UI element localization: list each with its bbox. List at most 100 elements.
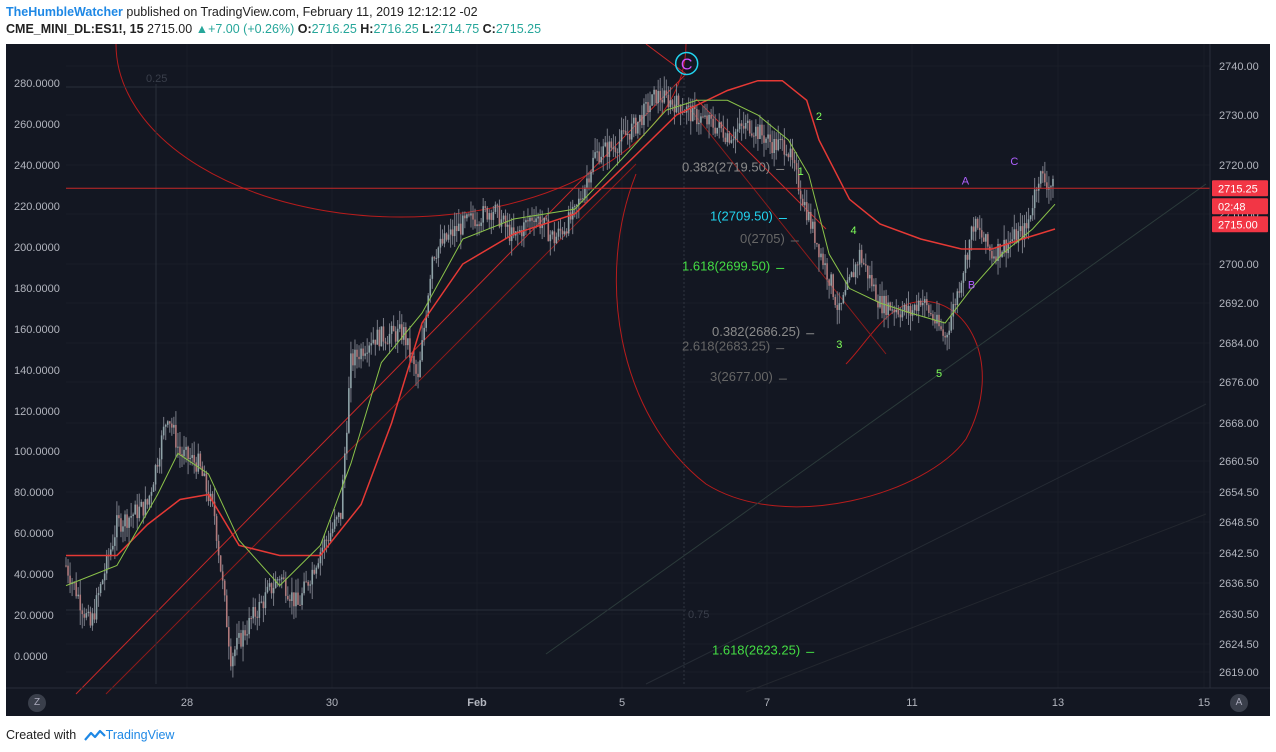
time-axis[interactable]: 28 30 Feb 5 7 11 13 15	[181, 697, 1210, 709]
candle	[616, 148, 619, 166]
left-axis-tick: 80.0000	[14, 487, 54, 499]
fib-level-label: 1.618(2623.25)	[712, 642, 800, 657]
footer: Created with TradingView	[0, 718, 1276, 752]
candle	[307, 580, 309, 591]
symbol-info: CME_MINI_DL:ES1!, 15 2715.00 ▲+7.00 (+0.…	[6, 22, 541, 36]
right-axis-tick: 2619.00	[1219, 667, 1259, 679]
auto-scale-button[interactable]: A	[1230, 694, 1248, 712]
zoom-button[interactable]: Z	[28, 694, 46, 712]
fan-line-1[interactable]	[545, 183, 1207, 655]
candle	[810, 203, 812, 234]
drawings: 0.25 0.75	[66, 44, 1207, 695]
fib-level-label: 0.382(2686.25)	[712, 324, 800, 339]
time-axis-tick: 15	[1198, 697, 1210, 709]
candle	[561, 226, 564, 240]
candle	[1027, 207, 1030, 240]
current-price-tag: 2715.25	[1212, 180, 1268, 197]
candle	[706, 103, 708, 129]
candle	[850, 271, 853, 278]
time-axis-tick: 13	[1052, 697, 1064, 709]
candle	[742, 111, 745, 134]
price-chart[interactable]: 0.25 0.75 0.382(2719.50) 1(2709.50) 0(2705…	[6, 44, 1270, 716]
candle	[602, 138, 605, 172]
candle	[472, 205, 474, 230]
chart-background	[6, 44, 1270, 716]
chart-frame[interactable]: 0.25 0.75 0.382(2719.50) 1(2709.50) 0(2705…	[6, 44, 1270, 716]
candle	[926, 292, 928, 311]
candle	[799, 180, 802, 211]
secondary-price-tag: 2715.00	[1212, 216, 1268, 233]
candle	[844, 280, 847, 297]
wave-label: 5	[936, 368, 942, 380]
candle	[915, 294, 918, 317]
candle	[869, 265, 871, 289]
candle	[936, 300, 938, 332]
candle	[378, 326, 381, 351]
candle	[81, 603, 84, 629]
candle	[897, 305, 900, 318]
wave-label: B	[968, 279, 975, 291]
trendline-a[interactable]	[75, 73, 687, 695]
wave-label: C	[681, 56, 693, 73]
candle	[370, 332, 373, 355]
candle	[942, 321, 944, 342]
fan-line-3[interactable]	[745, 513, 1207, 693]
candle	[362, 341, 364, 362]
left-axis-tick: 20.0000	[14, 610, 54, 622]
candle	[65, 557, 67, 568]
candle	[136, 493, 139, 529]
moving-average-red	[66, 79, 1056, 557]
candle	[923, 296, 926, 318]
candle	[207, 480, 210, 506]
candle	[744, 114, 747, 140]
candle	[769, 123, 771, 154]
trendline-c[interactable]	[645, 44, 687, 75]
candle	[215, 513, 218, 549]
candle	[1029, 215, 1032, 222]
tradingview-link[interactable]: TradingView	[105, 728, 175, 742]
candle	[274, 571, 277, 589]
candle	[246, 620, 248, 645]
candle	[484, 200, 487, 213]
left-axis-tick: 160.0000	[14, 324, 60, 336]
candle	[258, 593, 261, 626]
price-tags: 2715.25 02:48 2715.00	[1212, 180, 1268, 233]
fan-line-2[interactable]	[645, 403, 1207, 685]
candle	[413, 347, 415, 377]
candle	[755, 119, 757, 144]
trendline-e[interactable]	[685, 103, 887, 355]
fib-circle[interactable]	[615, 173, 983, 508]
left-axis-tick: 240.0000	[14, 160, 60, 172]
candle	[909, 303, 912, 331]
candle	[225, 589, 228, 628]
candle	[85, 608, 88, 621]
fan-label-025: 0.25	[146, 73, 167, 85]
candle	[183, 435, 185, 465]
candle	[767, 119, 769, 148]
candle	[948, 321, 950, 350]
candle	[710, 108, 712, 127]
candle	[726, 118, 729, 147]
candle	[280, 574, 283, 589]
created-with-text: Created with	[6, 728, 77, 742]
left-price-axis[interactable]: 280.0000 260.0000 240.0000 220.0000 200.0000…	[14, 78, 60, 663]
candle	[834, 294, 837, 308]
candle	[289, 594, 291, 608]
trendline-b[interactable]	[105, 163, 637, 695]
candle	[1007, 230, 1010, 259]
candle	[364, 345, 366, 360]
symbol-name[interactable]: CME_MINI_DL:ES1!, 15	[6, 22, 144, 36]
candle	[1039, 170, 1042, 189]
left-axis-tick: 140.0000	[14, 365, 60, 377]
candle	[77, 587, 80, 599]
author-link[interactable]: TheHumbleWatcher	[6, 5, 123, 19]
right-axis-tick: 2700.00	[1219, 259, 1259, 271]
candle	[639, 114, 641, 136]
candle	[567, 205, 570, 237]
right-price-axis[interactable]: 2740.002730.002720.002710.002700.002692.…	[1219, 61, 1259, 679]
candle	[679, 104, 682, 126]
candle	[669, 87, 672, 115]
high-value: 2716.25	[373, 22, 419, 36]
low-label: L:	[422, 22, 434, 36]
right-axis-tick: 2692.00	[1219, 298, 1259, 310]
